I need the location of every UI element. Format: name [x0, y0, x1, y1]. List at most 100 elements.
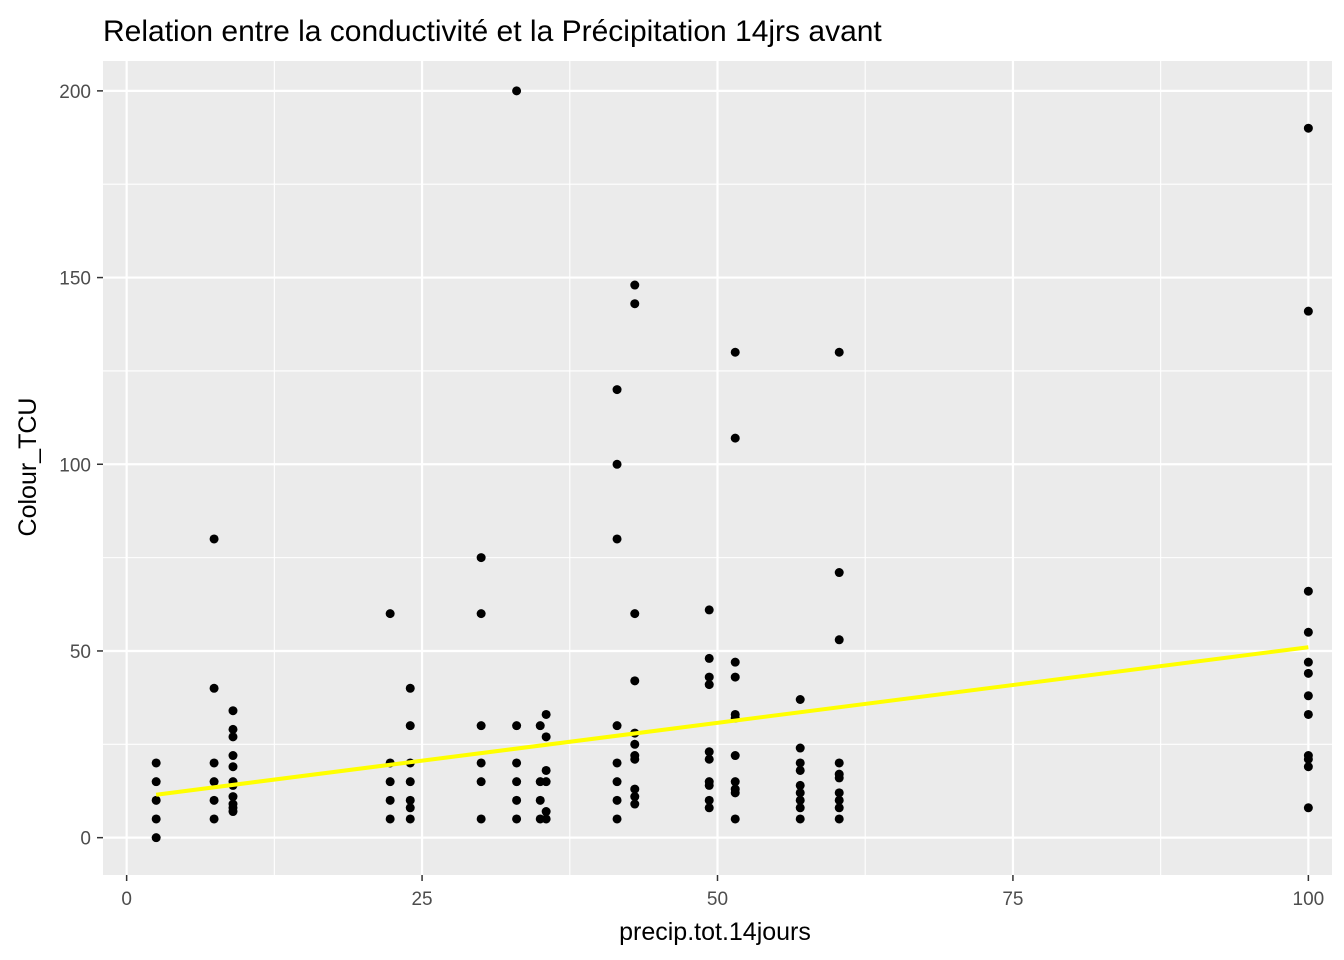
data-point	[209, 758, 219, 768]
data-point	[228, 732, 238, 742]
y-tick-label: 200	[59, 82, 91, 103]
data-point	[1303, 754, 1313, 764]
data-point	[151, 758, 161, 768]
x-tick-label: 75	[1002, 889, 1023, 910]
data-point	[228, 706, 238, 716]
data-point	[834, 635, 844, 645]
x-tick-label: 50	[707, 889, 728, 910]
data-point	[630, 792, 640, 802]
data-point	[1303, 306, 1313, 316]
data-point	[730, 814, 740, 824]
x-tick-label: 100	[1293, 889, 1325, 910]
data-point	[476, 758, 486, 768]
data-point	[541, 777, 551, 787]
data-point	[476, 721, 486, 731]
data-point	[834, 758, 844, 768]
trend-line	[155, 645, 1309, 797]
data-point	[151, 833, 161, 843]
data-point	[1303, 709, 1313, 719]
y-tick-label: 150	[59, 269, 91, 290]
data-point	[385, 795, 395, 805]
data-point	[476, 777, 486, 787]
data-point	[630, 676, 640, 686]
data-point	[405, 795, 415, 805]
data-point	[209, 814, 219, 824]
data-point	[512, 814, 522, 824]
data-point	[730, 347, 740, 357]
data-point	[612, 777, 622, 787]
data-point	[612, 814, 622, 824]
data-point	[541, 709, 551, 719]
data-point	[795, 765, 805, 775]
data-point	[730, 657, 740, 667]
data-point	[834, 795, 844, 805]
data-point	[834, 814, 844, 824]
data-point	[228, 762, 238, 772]
data-point	[612, 385, 622, 395]
data-point	[730, 751, 740, 761]
data-point	[704, 803, 714, 813]
data-point	[476, 553, 486, 563]
y-axis-title: Colour_TCU	[14, 398, 42, 537]
data-point	[405, 803, 415, 813]
data-point	[630, 280, 640, 290]
data-point	[209, 534, 219, 544]
major-gridlines	[103, 61, 1332, 875]
data-point	[1303, 627, 1313, 637]
data-point	[512, 86, 522, 96]
data-point	[795, 758, 805, 768]
data-point	[228, 751, 238, 761]
data-point	[512, 758, 522, 768]
data-point	[612, 795, 622, 805]
data-point	[704, 653, 714, 663]
data-point	[1303, 691, 1313, 701]
data-point	[612, 721, 622, 731]
data-point	[630, 799, 640, 809]
data-point	[704, 747, 714, 757]
data-point	[612, 534, 622, 544]
data-point	[151, 777, 161, 787]
data-point	[612, 758, 622, 768]
data-point	[209, 683, 219, 693]
data-point	[535, 795, 545, 805]
data-point	[795, 795, 805, 805]
y-tick-label: 0	[80, 829, 91, 850]
data-point	[405, 721, 415, 731]
data-point	[209, 777, 219, 787]
data-point	[1303, 803, 1313, 813]
data-point	[209, 795, 219, 805]
x-axis-title: precip.tot.14jours	[619, 918, 811, 946]
data-point	[795, 695, 805, 705]
data-point	[834, 568, 844, 578]
y-tick-label: 100	[59, 455, 91, 476]
data-point	[476, 814, 486, 824]
data-point	[834, 773, 844, 783]
x-tick-label: 25	[411, 889, 432, 910]
data-point	[730, 777, 740, 787]
data-point	[405, 683, 415, 693]
data-point	[795, 780, 805, 790]
data-point	[228, 807, 238, 817]
data-point	[704, 780, 714, 790]
data-point	[704, 672, 714, 682]
x-tick-label: 0	[121, 889, 132, 910]
data-point	[151, 814, 161, 824]
data-point	[476, 609, 486, 619]
data-point	[541, 732, 551, 742]
data-point	[834, 788, 844, 798]
data-point	[385, 609, 395, 619]
data-point	[1303, 123, 1313, 133]
data-point	[1303, 657, 1313, 667]
data-point	[834, 347, 844, 357]
data-point	[151, 795, 161, 805]
data-point	[730, 672, 740, 682]
data-point	[612, 459, 622, 469]
data-point	[730, 788, 740, 798]
data-point	[541, 807, 551, 817]
data-point	[704, 680, 714, 690]
data-point	[630, 739, 640, 749]
data-point	[704, 754, 714, 764]
chart-title: Relation entre la conductivité et la Pré…	[103, 15, 882, 48]
data-point	[512, 777, 522, 787]
